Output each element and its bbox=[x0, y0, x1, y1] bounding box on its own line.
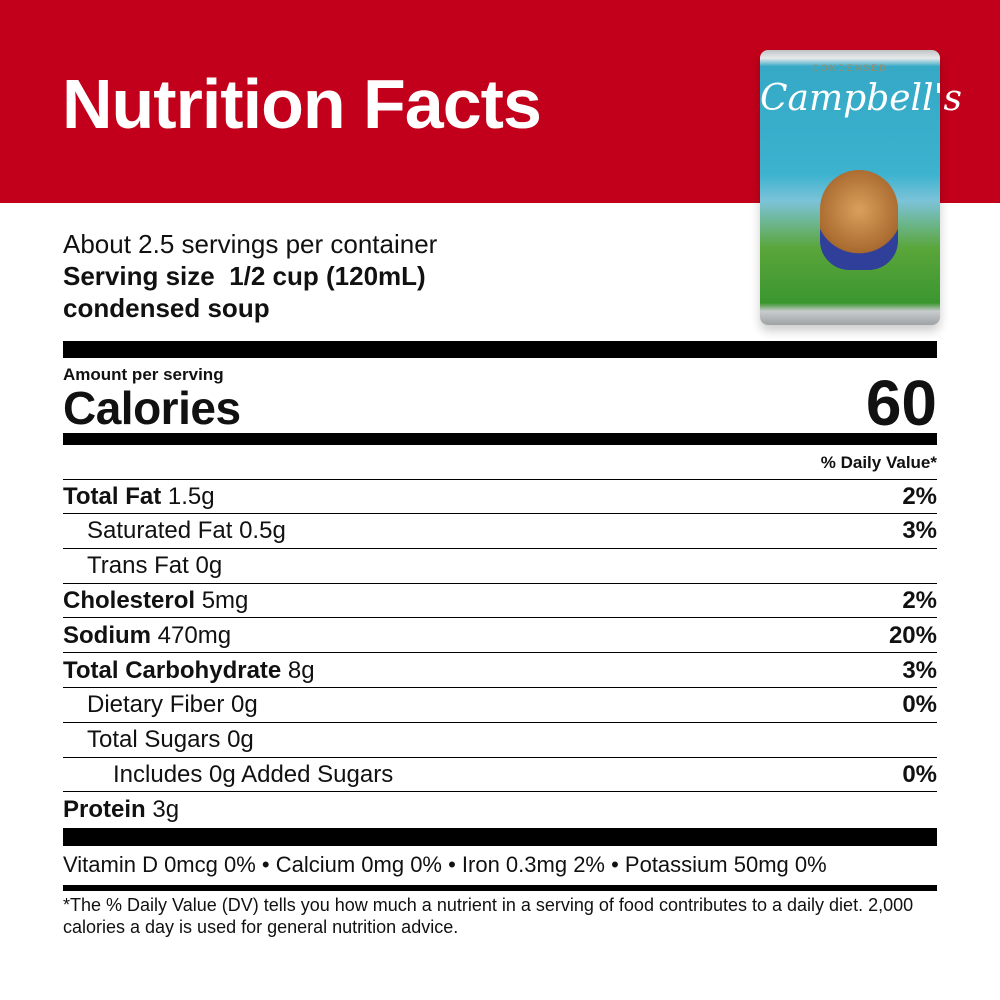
nutrient-row: Saturated Fat 0.5g 3% bbox=[63, 515, 937, 549]
nutrient-label: Cholesterol bbox=[63, 586, 196, 614]
calories-value: 60 bbox=[865, 367, 937, 439]
nutrient-row: Includes 0g Added Sugars 0% bbox=[63, 758, 937, 793]
nutrient-amount: 470mg bbox=[157, 621, 232, 649]
nutrient-label: Total Sugars 0g bbox=[87, 726, 254, 754]
amount-per-serving: Amount per serving bbox=[63, 365, 224, 384]
brand-logo: Campbell's bbox=[760, 78, 962, 119]
nutrient-name: Sodium 470mg bbox=[63, 622, 231, 650]
nutrient-row: Protein 3g bbox=[63, 793, 937, 827]
nutrient-label: Trans Fat 0g bbox=[87, 552, 223, 580]
nutrient-amount: 3g bbox=[152, 796, 180, 824]
nutrient-dv: 0% bbox=[902, 760, 937, 788]
nutrient-label: Includes 0g Added Sugars bbox=[113, 760, 394, 788]
nutrient-amount: 8g bbox=[287, 656, 315, 684]
daily-value-header: % Daily Value* bbox=[820, 453, 937, 472]
nutrient-name: Total Sugars 0g bbox=[63, 726, 254, 754]
product-can-image: CONDENSED Campbell's bbox=[760, 50, 962, 325]
nutrient-row: Dietary Fiber 0g 0% bbox=[63, 689, 937, 723]
divider-medium bbox=[63, 885, 937, 891]
nutrient-name: Dietary Fiber 0g bbox=[63, 691, 258, 719]
character-illustration bbox=[820, 170, 898, 270]
nutrient-dv: 2% bbox=[902, 482, 937, 510]
nutrient-row: Total Sugars 0g bbox=[63, 724, 937, 758]
nutrient-label: Saturated Fat 0.5g bbox=[87, 517, 286, 545]
serving-size-label: Serving size bbox=[63, 261, 215, 291]
serving-size: Serving size 1/2 cup (120mL) bbox=[63, 260, 937, 292]
nutrient-name: Total Fat 1.5g bbox=[63, 483, 215, 511]
nutrient-label: Dietary Fiber 0g bbox=[87, 691, 258, 719]
vitamins-minerals: Vitamin D 0mcg 0% • Calcium 0mg 0% • Iro… bbox=[63, 852, 827, 877]
nutrient-amount: 5mg bbox=[201, 586, 249, 614]
can-top-text: CONDENSED bbox=[812, 63, 888, 73]
servings-per-container: About 2.5 servings per container bbox=[63, 229, 438, 259]
divider-medium bbox=[63, 433, 937, 445]
nutrient-name: Cholesterol 5mg bbox=[63, 587, 248, 615]
nutrient-dv: 3% bbox=[902, 517, 937, 545]
nutrient-row: Total Fat 1.5g 2% bbox=[63, 480, 937, 514]
page-title: Nutrition Facts bbox=[62, 65, 542, 143]
nutrient-row: Total Carbohydrate 8g 3% bbox=[63, 654, 937, 688]
nutrient-name: Saturated Fat 0.5g bbox=[63, 517, 286, 545]
servings-info: About 2.5 servings per container Serving… bbox=[63, 228, 937, 324]
divider-thick bbox=[63, 341, 937, 358]
nutrient-name: Includes 0g Added Sugars bbox=[63, 761, 393, 789]
nutrient-label: Sodium bbox=[63, 621, 151, 649]
divider-thick bbox=[63, 828, 937, 846]
divider-thin bbox=[63, 479, 937, 480]
nutrient-row: Trans Fat 0g bbox=[63, 550, 937, 584]
nutrient-label: Protein bbox=[63, 796, 146, 824]
nutrient-name: Protein 3g bbox=[63, 796, 179, 824]
nutrient-dv: 3% bbox=[902, 656, 937, 684]
nutrient-name: Total Carbohydrate 8g bbox=[63, 657, 315, 685]
nutrient-dv: 20% bbox=[888, 621, 937, 649]
nutrient-label: Total Fat bbox=[63, 482, 162, 510]
nutrient-amount: 1.5g bbox=[167, 482, 215, 510]
nutrient-dv: 0% bbox=[902, 691, 937, 719]
nutrient-row: Sodium 470mg 20% bbox=[63, 619, 937, 654]
serving-size-note: condensed soup bbox=[63, 293, 270, 323]
nutrient-row: Cholesterol 5mg 2% bbox=[63, 584, 937, 619]
nutrient-name: Trans Fat 0g bbox=[63, 552, 222, 580]
footnote: *The % Daily Value (DV) tells you how mu… bbox=[63, 895, 914, 937]
nutrient-label: Total Carbohydrate bbox=[63, 656, 282, 684]
calories-label: Calories bbox=[63, 382, 241, 434]
nutrient-dv: 2% bbox=[902, 586, 937, 614]
serving-size-value: 1/2 cup (120mL) bbox=[229, 261, 426, 291]
